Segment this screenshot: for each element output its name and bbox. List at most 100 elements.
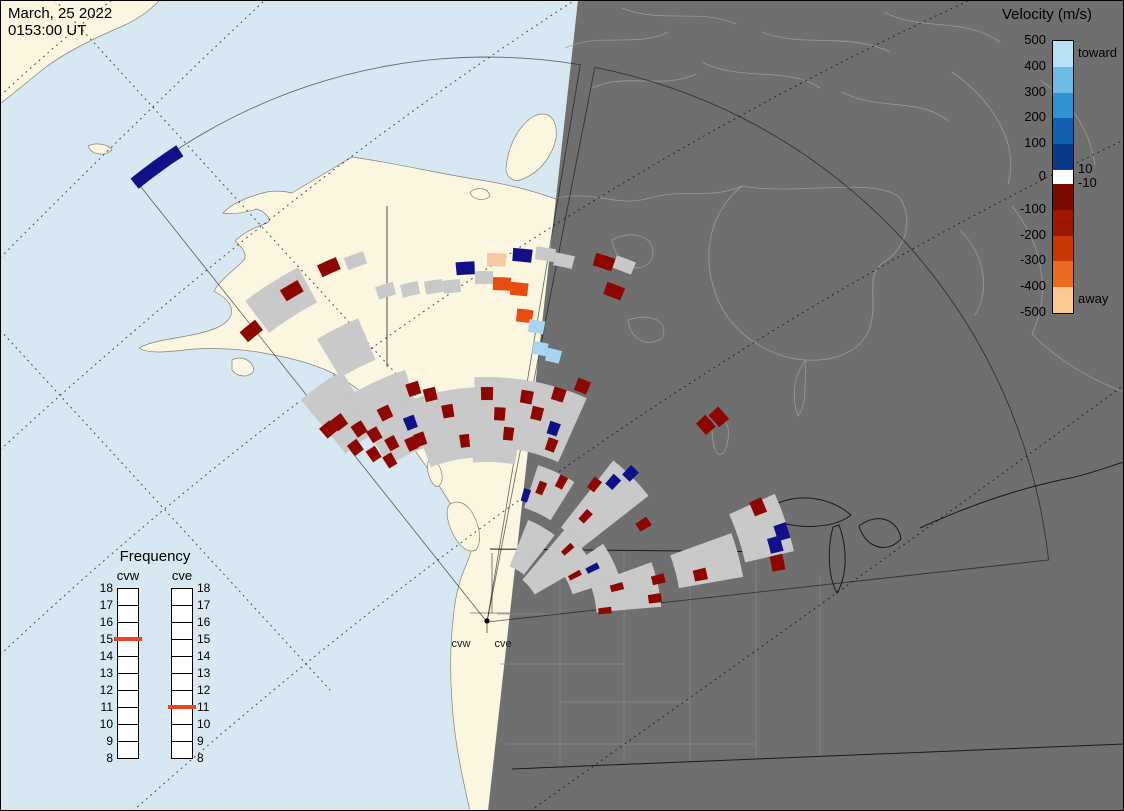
scatter-patch [670,533,744,589]
freq-scale-number: 15 [99,632,113,646]
radar-cell [531,340,549,357]
freq-scale-number: 14 [99,649,113,663]
radar-cell [598,606,612,615]
night-region [488,0,1124,811]
graticule-arc [132,139,1124,811]
radar-cell [553,252,575,269]
freq-scale-number: 12 [197,683,211,697]
radar-cell [692,567,708,582]
colorbar-tick: -10 [1078,175,1097,190]
freq-scale-number: 8 [106,751,113,765]
radar-cell [384,435,400,452]
arctic-island-coast [841,91,951,123]
scatter-patch [468,407,525,465]
freq-scale-number: 10 [99,717,113,731]
radar-cell [151,145,184,173]
night-state-borders [497,550,821,765]
freq-tick-cell [171,673,193,691]
arctic-island-coast [621,7,737,25]
fov-outline-cve [486,66,1050,623]
landmass-chukotka [0,0,161,105]
radar-cell [442,279,461,294]
freq-scale-number: 13 [197,666,211,680]
colorbar-segment [1053,169,1073,184]
radar-cell [404,435,419,452]
freq-scale-number: 17 [99,598,113,612]
colorbar-tick: 0 [1038,168,1046,183]
colorbar-segment [1053,144,1073,170]
baffin-coast [951,71,1012,185]
radar-cell [612,255,636,275]
radar-cell [530,405,545,422]
radar-cell [375,281,397,300]
radar-cell [573,377,592,395]
radar-cell [647,593,662,604]
freq-scale-number: 18 [99,581,113,595]
radar-cell [708,406,730,428]
radar-cell [561,542,575,556]
velocity-legend: Velocity (m/s) 500 400 300 200 100 0 -100 -200 -… [970,0,1124,345]
radar-cell [769,553,786,572]
radar-cell [773,522,791,542]
colorbar-segment [1053,235,1073,262]
graticule-arc [0,0,113,97]
freq-tick-cell [171,639,193,657]
radar-cell [366,426,383,444]
freq-tick-cell [117,639,139,657]
timestamp: March, 25 2022 0153:00 UT [8,5,112,39]
freq-tick-cell [117,656,139,674]
freq-scale-number: 11 [100,700,113,714]
radar-cell [422,386,438,403]
radar-cell [695,414,716,435]
radar-cell [519,389,534,405]
colorbar-segment [1053,118,1073,145]
radar-cell [343,251,368,271]
freq-scale-number: 17 [197,598,211,612]
freq-tick-cell [117,724,139,742]
radar-cell [474,271,494,285]
arctic-island-coast [701,61,821,89]
radar-cell [544,437,559,453]
freq-tick-cell [171,724,193,742]
radar-cell [515,308,534,324]
island-banks [505,113,557,181]
colorbar-segment [1053,92,1073,119]
east-coast-line [919,461,1124,529]
colorbar-segment [1053,66,1073,93]
colorbar-tick: 500 [1024,32,1046,47]
radar-cell [405,380,422,397]
time-text: 0153:00 UT [8,22,87,39]
radar-cell [279,280,304,302]
labrador-coast [1031,333,1124,393]
arctic-island-coast [761,31,891,53]
scatter-patch [509,520,555,575]
scatter-patch [406,387,479,467]
lake-superior [771,497,852,527]
radar-cell [512,247,533,263]
radar-cell [459,433,471,448]
frequency-legend: Frequency cvw 18 17 16 15 14 13 12 11 10 9 8 cve 18 17… [85,548,235,788]
radar-cell [609,582,625,593]
border-south [511,743,1124,770]
radar-cell [535,480,548,496]
freq-scale-number: 13 [99,666,113,680]
radar-cell [545,347,563,364]
radar-cell [603,281,626,301]
radar-label-cvw: cvw [452,638,471,650]
freq-tick-cell [171,605,193,623]
radar-cell [585,562,600,574]
radar-cell [534,246,557,263]
frequency-column-label-cve: cve [171,568,193,583]
colorbar-tick: 200 [1024,109,1046,125]
freq-tick-cell [117,673,139,691]
radar-cell [492,277,512,291]
scatter-patch [317,318,376,378]
colorbar-tick: 300 [1024,83,1046,99]
date-text: March, 25 2022 [8,5,113,22]
baffin-coast [1011,205,1043,335]
freq-scale-number: 12 [99,683,113,697]
toward-label: toward [1078,44,1118,60]
arctic-island-coast [883,11,1001,43]
colorbar-tick: 10 [1078,161,1093,176]
